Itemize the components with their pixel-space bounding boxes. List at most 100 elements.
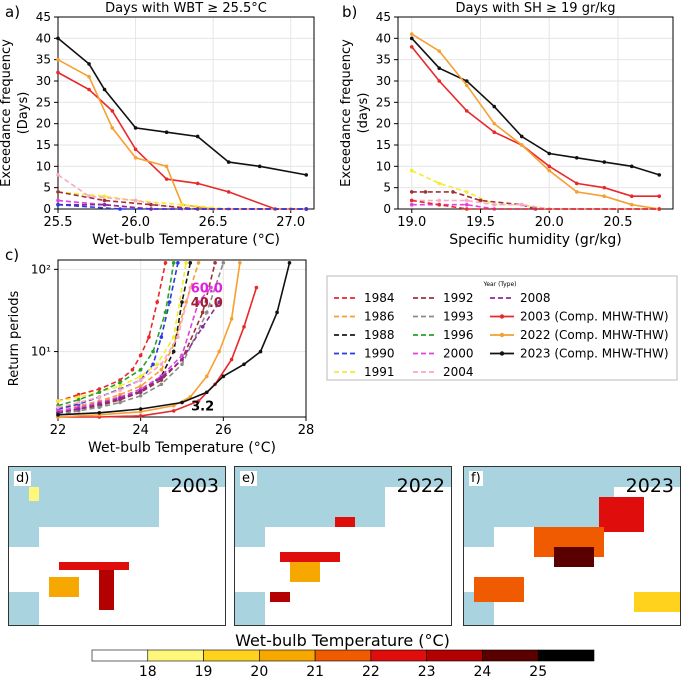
data-point-1986: [196, 261, 201, 265]
legend-marker-2022: [499, 332, 505, 338]
data-point-1990: [151, 362, 155, 367]
data-point-2022: [229, 317, 234, 321]
data-point-2003: [242, 325, 246, 329]
data-point-2022: [164, 164, 169, 169]
y-tick-label: 45: [36, 10, 51, 24]
data-point-1991: [409, 168, 414, 173]
legend-entry: 1990: [364, 347, 395, 361]
data-point-2023: [257, 164, 262, 169]
y-tick-label: 0: [383, 202, 391, 216]
y-tick-label: 20: [36, 117, 51, 131]
data-point-2004: [56, 173, 60, 177]
colorbar-segment: [314, 649, 372, 662]
annotation-label: 40.0: [191, 296, 223, 311]
x-tick-label: 19.5: [466, 215, 495, 230]
series-line-1986: [57, 262, 200, 410]
x-axis-label: Wet-bulb Temperature (°C): [88, 440, 276, 456]
legend: Year (Type) 1984 1986 1988 1990 1991 1992 1993 1…: [326, 275, 678, 381]
data-point-1996: [138, 368, 143, 372]
data-point-1993: [159, 382, 164, 387]
colorbar-tick-label: 21: [306, 664, 324, 680]
data-point-2008: [159, 375, 164, 380]
data-point-1984: [76, 392, 81, 397]
data-point-2022: [409, 32, 414, 36]
data-point-2023: [133, 126, 138, 130]
data-point-2000: [196, 300, 201, 304]
data-point-2022: [437, 49, 442, 53]
series-line-2023: [57, 262, 291, 416]
data-point-2004: [138, 378, 143, 382]
data-point-2023: [287, 261, 292, 265]
y-tick-label: 10²: [31, 262, 51, 276]
y-tick-label: 5: [383, 181, 391, 195]
charts-canvas: a) Days with WBT ≥ 25.5°C 25.5 26.0 26.5 27.0…: [0, 1, 678, 456]
y-tick-label: 35: [36, 53, 51, 67]
data-point-1991: [138, 374, 143, 379]
data-point-2003: [409, 45, 414, 49]
data-point-2003: [87, 87, 91, 92]
plot-border: [57, 259, 307, 418]
data-point-2004: [188, 285, 193, 290]
series-line-2023: [411, 37, 660, 176]
data-point-2000: [464, 202, 469, 207]
plot-frame: [57, 16, 315, 210]
data-point-2008: [102, 202, 107, 207]
data-point-2023: [56, 36, 60, 41]
data-point-1992: [149, 202, 153, 207]
data-point-2003: [138, 414, 143, 418]
data-point-2023: [464, 79, 469, 83]
data-point-1991: [184, 261, 188, 265]
y-tick-label: 20: [376, 117, 391, 131]
y-tick-label: 30: [36, 74, 51, 88]
chart-panel-0: a) Days with WBT ≥ 25.5°C 25.5 26.0 26.5 27.0…: [0, 1, 315, 248]
data-point-1986: [138, 384, 143, 388]
colorbar-tick-label: 25: [529, 664, 547, 680]
data-point-2003: [437, 79, 442, 83]
colorbar-tick-label: 18: [139, 664, 157, 680]
data-point-2008: [217, 300, 221, 304]
colorbar-tick-label: 23: [418, 664, 436, 680]
data-point-2003: [56, 70, 60, 75]
data-point-2008: [180, 357, 184, 362]
data-point-1991: [180, 202, 184, 207]
data-point-1991: [171, 335, 176, 339]
legend-title: Year (Type): [482, 281, 516, 288]
data-point-2003: [492, 130, 497, 134]
data-point-2008: [97, 402, 102, 406]
data-point-2023: [138, 407, 143, 411]
data-point-1992: [200, 310, 205, 315]
x-tick-label: 26.5: [199, 215, 228, 230]
legend-entry: 2008: [520, 291, 551, 305]
series-line-2022: [411, 33, 660, 210]
data-point-2022: [56, 57, 60, 62]
colorbar-tick-label: 20: [250, 664, 268, 680]
data-point-2003: [133, 147, 138, 152]
colorbar-segment: [259, 649, 316, 662]
map-panel-label: f): [469, 471, 483, 486]
x-tick-label: 19.0: [397, 215, 426, 230]
data-point-1984: [464, 207, 469, 211]
data-point-2008: [149, 207, 153, 211]
data-point-2004: [437, 198, 442, 203]
data-point-1990: [118, 207, 122, 211]
data-point-1993: [138, 393, 143, 398]
y-tick-label: 10¹: [31, 345, 51, 359]
colorbar-segment: [91, 649, 149, 662]
map-year: 2023: [625, 475, 674, 497]
data-point-1990: [304, 207, 309, 211]
data-point-2022: [547, 168, 552, 173]
data-point-2003: [254, 285, 259, 290]
colorbar-tick-label: 22: [362, 664, 380, 680]
data-point-2023: [519, 134, 524, 139]
map-2023: f) 2023: [463, 466, 681, 626]
annotation-label: 60.0: [191, 282, 223, 297]
series-line-1990: [57, 262, 179, 410]
x-tick-label: 20.0: [535, 215, 564, 230]
series-line-1990: [57, 203, 307, 210]
data-point-2023: [87, 62, 91, 66]
data-point-2023: [221, 374, 226, 379]
data-point-2023: [164, 130, 169, 134]
legend-entry: 2022 (Comp. MHW-THW): [520, 328, 669, 342]
legend-entry: 2003 (Comp. MHW-THW): [520, 310, 669, 324]
colorbar-title: Wet-bulb Temperature (°C): [235, 631, 450, 650]
